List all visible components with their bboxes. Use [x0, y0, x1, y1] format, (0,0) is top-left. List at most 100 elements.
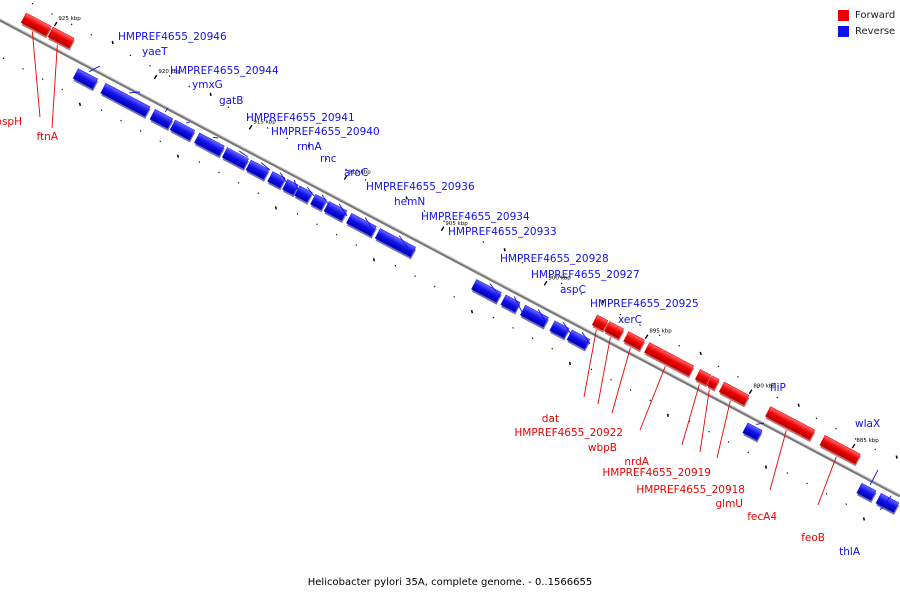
scale-dot	[737, 375, 739, 378]
leader-line	[879, 495, 892, 511]
scale-dot	[274, 206, 278, 210]
scale-dot	[786, 472, 789, 474]
leader-line	[31, 31, 41, 118]
gene-body	[72, 68, 99, 90]
scale-dot	[797, 403, 800, 407]
leader-line	[213, 136, 219, 139]
scale-dot	[372, 258, 376, 262]
axis-ticks: 925 kbp 920 kbp 915 kbp 910 kbp 905 kbp 900 k…	[53, 16, 879, 449]
gene-thlA	[875, 493, 900, 515]
scale-dot	[90, 33, 93, 36]
scale-dot	[590, 368, 593, 371]
gene-label: yaeT	[142, 46, 168, 58]
gene-pspH	[20, 12, 52, 39]
scale-dot	[747, 451, 750, 454]
gene-body	[346, 212, 377, 237]
legend-forward-swatch	[838, 10, 849, 21]
gene-label: HMPREF4655_20919	[602, 467, 711, 479]
gene-body	[294, 185, 313, 203]
leader-line	[489, 283, 501, 298]
scale-dot	[423, 210, 426, 212]
scale-dot	[159, 140, 162, 143]
tick-mark	[644, 334, 649, 340]
gene-yaeT	[100, 83, 151, 119]
gene-body	[856, 482, 877, 501]
gene-body	[623, 331, 645, 351]
scale-dot	[266, 127, 269, 129]
leader-line	[51, 44, 58, 129]
gene-wlaX	[856, 482, 877, 503]
scale-dot	[825, 492, 828, 495]
gene-xerC	[566, 329, 591, 352]
gene-label: HMPREF4655_20933	[448, 226, 557, 238]
scale-dot	[610, 378, 612, 381]
leader-line	[583, 329, 597, 398]
tick-label: 915 kbp	[253, 119, 276, 125]
tick-mark	[53, 21, 58, 27]
gene-aroC	[294, 185, 313, 205]
gene-ymxG	[169, 119, 196, 143]
gene-body	[819, 435, 861, 465]
scale-dot	[512, 327, 514, 329]
gene-body	[310, 193, 327, 210]
scale-dot	[629, 389, 632, 392]
legend-reverse: Reverse	[838, 26, 895, 37]
gene-label: HMPREF4655_20934	[421, 211, 530, 223]
leader-line	[164, 107, 169, 113]
scale-dot	[345, 168, 347, 171]
leader-line	[398, 235, 409, 249]
leader-line	[513, 296, 523, 313]
scale-dot	[895, 455, 898, 459]
gene-label: dat	[542, 413, 559, 425]
gene-label: HMPREF4655_20946	[118, 31, 227, 43]
leader-line	[581, 332, 591, 345]
leader-line	[88, 65, 101, 73]
scale-dot	[874, 448, 877, 451]
leader-line	[681, 384, 700, 446]
scale-dot	[531, 337, 534, 340]
gene-HMPREF4655_20934	[346, 212, 377, 239]
gene-label: HMPREF4655_20927	[531, 269, 640, 281]
gene-body	[169, 119, 196, 141]
gene-feoB	[819, 435, 861, 467]
gene-dat	[591, 314, 609, 333]
backbone-line	[0, 18, 900, 498]
scale-dot	[384, 189, 387, 192]
gene-wbpB	[623, 331, 645, 353]
scale-dot	[286, 137, 289, 140]
leader-line	[321, 194, 330, 206]
gene-HMPREF4655_20941	[221, 147, 249, 172]
tick-label: 925 kbp	[58, 16, 81, 22]
gene-rnhA	[267, 171, 286, 191]
gene-body	[267, 171, 286, 189]
scale-dot	[492, 316, 495, 319]
gene-label: aspC	[560, 284, 586, 296]
scale-dot	[568, 361, 572, 366]
gene-HMPREF4655_20940	[245, 159, 270, 182]
scale-dot	[70, 23, 73, 26]
leader-line	[611, 347, 631, 414]
scale-dot	[708, 430, 710, 433]
leader-line	[364, 217, 375, 232]
scale-dot	[854, 438, 857, 440]
leader-line	[238, 150, 249, 158]
tick-mark	[440, 226, 445, 232]
tick-dots	[2, 2, 898, 521]
scale-dot	[111, 40, 114, 45]
scale-dot	[482, 241, 485, 243]
tick-mark	[851, 443, 856, 449]
scale-dot	[521, 261, 524, 264]
gene-label: HMPREF4655_20940	[271, 126, 380, 138]
scale-dot	[639, 324, 641, 326]
gene-body	[245, 159, 270, 180]
gene-label: hemN	[394, 196, 425, 208]
scale-dot	[41, 78, 44, 81]
gene-label: rnhA	[297, 141, 322, 153]
gene-label: rnc	[320, 153, 337, 165]
scale-dot	[209, 92, 212, 96]
scale-dot	[139, 130, 142, 132]
genome-backbone	[0, 18, 900, 498]
scale-dot	[453, 295, 456, 298]
tick-mark	[543, 280, 548, 286]
legend-reverse-label: Reverse	[855, 26, 896, 37]
